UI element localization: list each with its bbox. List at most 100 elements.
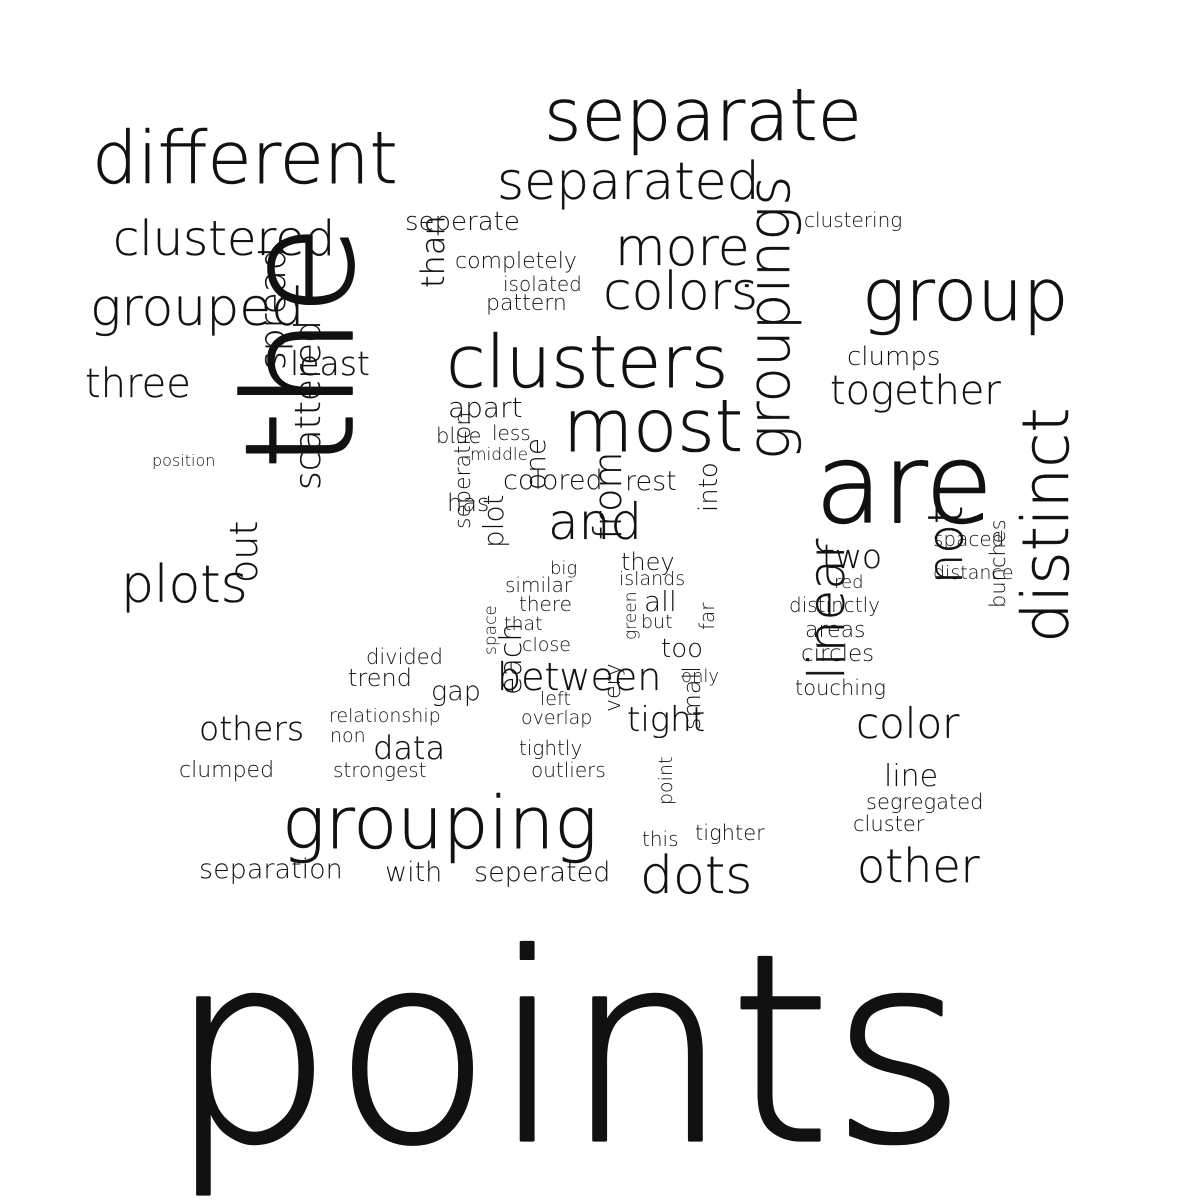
word-isolated: isolated [503,272,582,296]
word-seperation: seperation [451,412,476,529]
word-others: others [199,709,304,748]
word-other: other [857,839,980,893]
word-cloud-words: points the are separate different grouping gro… [85,73,1084,1200]
word-similar: similar [505,573,573,597]
word-left: left [540,688,571,710]
word-blue: blue [436,424,481,448]
word-cluster: cluster [853,812,925,836]
word-middle: middle [470,445,528,465]
word-close: close [522,634,571,656]
word-between: between [497,655,661,699]
word-not: not [918,505,974,584]
word-together: together [830,368,1001,414]
word-trend: trend [348,664,412,692]
word-clumps: clumps [847,342,940,372]
word-tighter: tighter [695,821,765,845]
word-most: most [563,384,743,468]
word-data: data [373,729,445,767]
word-areas: areas [805,618,866,643]
word-tightly: tightly [519,736,582,760]
word-one: one [519,438,552,490]
word-group: group [862,253,1069,337]
word-are: are [815,420,993,548]
word-has: has [447,489,489,517]
word-more: more [615,218,750,278]
word-color: color [856,699,960,748]
word-clusters: clusters [446,320,728,404]
word-bunches: bunches [986,519,1010,608]
word-gap: gap [431,676,481,707]
word-far: far [695,602,719,630]
word-with: with [385,857,442,888]
word-from: from [586,452,630,540]
word-colors: colors [603,262,758,322]
word-groupings: groupings [735,176,803,460]
word-non: non [330,725,366,747]
word-dots: dots [640,846,752,906]
word-scattered: scattered [288,320,329,490]
word-apart: apart [448,391,523,424]
word-too: too [661,634,703,664]
word-plots: plots [121,555,248,615]
word-line: line [884,759,938,794]
word-divided: divided [366,645,443,669]
word-distance: distance [933,562,1014,584]
word-space: space [481,605,501,655]
word-seperated: seperated [474,857,610,888]
word-green: green [621,591,641,640]
word-separate: separate [544,73,862,157]
word-two: two [822,537,882,576]
word-colored: colored [503,465,603,496]
word-touching: touching [795,676,886,700]
word-position: position [152,451,215,470]
word-separated: separated [497,152,760,212]
word-clustered: clustered [113,211,335,267]
word-rest: rest [625,466,677,497]
word-spaced: spaced [933,527,1004,551]
word-clumped: clumped [179,758,274,783]
word-this: this [642,827,679,851]
word-there: there [519,592,572,616]
word-outliers: outliers [531,758,606,782]
word-circles: circles [801,641,874,667]
word-overlap: overlap [521,707,592,729]
word-red: red [834,572,864,593]
word-distinct: distinct [1010,408,1084,643]
word-they: they [621,548,675,576]
word-islands: islands [619,568,685,590]
word-different: different [92,116,398,200]
word-completely: completely [455,249,577,274]
word-three: three [85,361,191,407]
word-point: point [655,757,677,805]
word-grouped: grouped [90,278,304,338]
word-each: each [494,623,529,695]
word-strongest: strongest [333,758,427,782]
word-distinctly: distinctly [789,593,880,617]
word-separation: separation [199,854,343,885]
word-grouping: grouping [282,781,597,865]
word-all: all [644,585,677,618]
word-and: and [548,493,642,551]
word-linear: linear [798,538,856,680]
word-out: out [222,521,266,583]
word-but: but [641,611,673,633]
word-very: very [601,663,626,712]
word-into: into [694,462,724,512]
word-segregated: segregated [866,790,984,814]
word-small: small [678,666,706,730]
word-clustering: clustering [804,208,902,232]
word-relationship: relationship [329,705,441,727]
word-pattern: pattern [486,291,567,316]
word-seperate: seperate [405,207,520,237]
word-only: only [681,666,719,687]
word-that: that [504,613,543,635]
word-spread: spread [253,247,294,370]
word-points: points [168,900,967,1200]
word-plot: plot [477,494,510,548]
word-tight: tight [627,700,705,740]
word-least: least [290,344,370,383]
word-less: less [492,421,531,445]
word-the: the [214,224,388,470]
word-big: big [550,558,577,579]
